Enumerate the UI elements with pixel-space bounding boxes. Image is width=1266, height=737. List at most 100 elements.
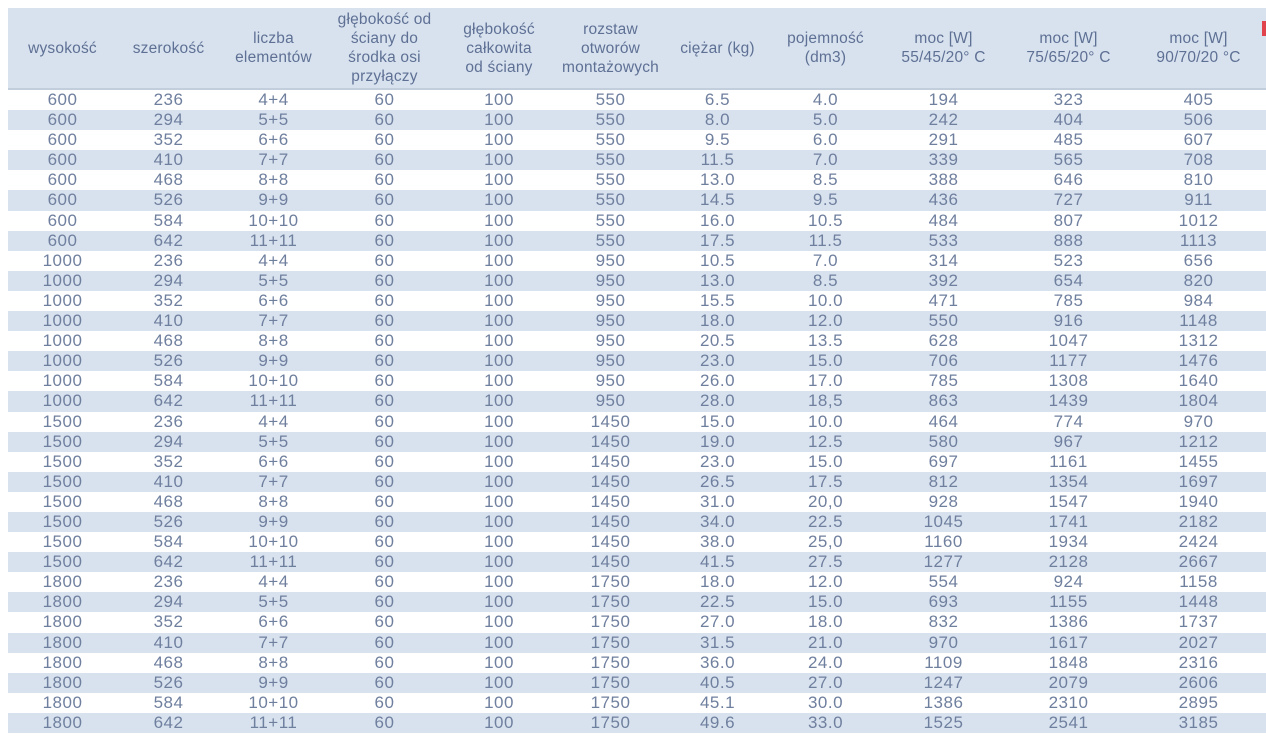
cell-moc-w-90-70-20: 1312 [1178,331,1219,351]
cell-pojemnosc-dm3: 15.0 [807,592,844,612]
table-row: 1800 236 4+4 60 100 1750 18.0 12.0 554 924 1158 [8,572,1266,592]
cell-ciezar-kg: 38.0 [699,532,736,552]
cell-szerokosc: 526 [153,351,184,371]
cell-wysokosc: 1500 [42,491,83,511]
cell-moc-w-55-45-20: 388 [928,170,959,190]
cell-moc-w-55-45-20: 242 [928,110,959,130]
cell-liczba-elementow: 9+9 [258,351,289,371]
cell-rozstaw-otworow-montazowych: 1750 [590,692,631,712]
column-header-line: szerokość [132,39,205,57]
cell-moc-w-75-65-20: 1934 [1048,532,1089,552]
cell-moc-w-90-70-20: 607 [1183,130,1214,150]
cell-glebokosc-calkowita-od-sciany: 100 [484,150,514,170]
cell-szerokosc: 584 [153,692,184,712]
table-row: 1800 584 10+10 60 100 1750 45.1 30.0 1386 2310 289… [8,693,1266,713]
cell-wysokosc: 600 [47,150,78,170]
column-header-line: moc [W] [1169,30,1228,47]
table-row: 600 642 11+11 60 100 550 17.5 11.5 533 888 1113 [8,230,1266,251]
table-row: 600 526 9+9 60 100 550 14.5 9.5 436 727 911 [8,190,1266,211]
cell-moc-w-75-65-20: 1354 [1048,471,1089,491]
cell-moc-w-75-65-20: 1161 [1049,451,1088,471]
cell-wysokosc: 1500 [42,451,83,471]
cell-pojemnosc-dm3: 7.0 [812,250,839,270]
column-header-wysokosc: wysokość [8,8,117,90]
cell-ciezar-kg: 27.0 [699,612,736,632]
column-header-szerokosc: szerokość [117,8,220,90]
table-row: 600 294 5+5 60 100 550 8.0 5.0 242 404 506 [8,110,1266,131]
cell-glebokosc-calkowita-od-sciany: 100 [484,511,514,531]
column-header-line: wysokość [28,39,97,57]
column-header-line: ściany do [350,30,419,47]
cell-liczba-elementow: 4+4 [258,90,289,109]
cell-moc-w-75-65-20: 2128 [1048,552,1089,572]
column-header-line: montażowych [562,58,659,76]
cell-pojemnosc-dm3: 5.0 [812,110,839,130]
cell-ciezar-kg: 23.0 [699,351,736,371]
column-header-line: środka osi [348,49,421,66]
cell-ciezar-kg: 36.0 [699,652,736,672]
cell-rozstaw-otworow-montazowych: 1450 [590,451,631,471]
column-header-moc-w-75-65-20: moc [W] 75/65/20° C [1006,8,1131,90]
cell-szerokosc: 642 [153,230,184,250]
cell-liczba-elementow: 5+5 [258,110,289,130]
cell-rozstaw-otworow-montazowych: 550 [595,170,626,190]
cell-liczba-elementow: 5+5 [258,270,289,290]
cell-moc-w-55-45-20: 812 [928,471,959,491]
cell-moc-w-90-70-20: 1640 [1178,371,1219,391]
cell-pojemnosc-dm3: 27.5 [807,552,844,572]
cell-liczba-elementow: 4+4 [258,250,289,270]
cell-pojemnosc-dm3: 7.0 [812,150,839,170]
cell-wysokosc: 1000 [42,250,83,270]
cell-liczba-elementow: 8+8 [258,491,289,511]
cell-rozstaw-otworow-montazowych: 950 [595,331,626,351]
cell-pojemnosc-dm3: 25,0 [807,532,844,552]
cell-moc-w-90-70-20: 2895 [1178,692,1219,712]
cell-glebokosc-od-sciany-do-srodka-osi-przylaczy: 60 [374,130,395,150]
cell-wysokosc: 1800 [42,572,83,592]
cell-moc-w-75-65-20: 323 [1053,90,1084,109]
cell-wysokosc: 1800 [42,632,83,652]
cell-moc-w-75-65-20: 1547 [1048,491,1089,511]
cell-szerokosc: 642 [153,391,184,411]
cell-wysokosc: 1000 [42,371,83,391]
table-row: 1000 526 9+9 60 100 950 23.0 15.0 706 1177 1476 [8,351,1266,372]
cell-szerokosc: 236 [153,411,184,431]
cell-liczba-elementow: 9+9 [258,672,289,692]
cell-rozstaw-otworow-montazowych: 550 [595,190,626,210]
cell-wysokosc: 1800 [42,692,83,712]
cell-moc-w-75-65-20: 2079 [1048,672,1089,692]
cell-wysokosc: 600 [47,110,78,130]
cell-glebokosc-calkowita-od-sciany: 100 [484,190,514,210]
column-header-line: od ściany [465,58,533,76]
table-row: 1000 236 4+4 60 100 950 10.5 7.0 314 523 656 [8,251,1266,271]
cell-ciezar-kg: 6.5 [704,90,731,109]
cell-moc-w-90-70-20: 1697 [1178,471,1219,491]
cell-rozstaw-otworow-montazowych: 1450 [590,532,631,552]
cell-pojemnosc-dm3: 18,5 [807,391,844,411]
table-row: 600 410 7+7 60 100 550 11.5 7.0 339 565 708 [8,150,1266,171]
cell-glebokosc-calkowita-od-sciany: 100 [484,230,514,250]
cell-moc-w-55-45-20: 706 [928,351,959,371]
cell-rozstaw-otworow-montazowych: 1450 [590,511,631,531]
cell-moc-w-90-70-20: 1455 [1178,451,1219,471]
cell-liczba-elementow: 11+11 [249,230,298,250]
cell-rozstaw-otworow-montazowych: 1750 [590,572,631,592]
cell-pojemnosc-dm3: 24.0 [807,652,844,672]
cell-moc-w-90-70-20: 708 [1183,150,1214,170]
cell-ciezar-kg: 34.0 [699,511,736,531]
cell-moc-w-75-65-20: 727 [1053,190,1084,210]
cell-wysokosc: 600 [47,90,78,109]
column-header-moc-w-55-45-20: moc [W] 55/45/20° C [881,8,1006,90]
cell-ciezar-kg: 9.5 [704,130,731,150]
cell-szerokosc: 410 [153,150,184,170]
cell-glebokosc-od-sciany-do-srodka-osi-przylaczy: 60 [374,391,395,411]
cell-wysokosc: 600 [47,230,78,250]
table-row: 1000 468 8+8 60 100 950 20.5 13.5 628 1047 1312 [8,331,1266,351]
table-row: 1500 584 10+10 60 100 1450 38.0 25,0 1160 1934 242… [8,532,1266,552]
cell-wysokosc: 1000 [42,391,83,411]
cell-glebokosc-calkowita-od-sciany: 100 [484,632,514,652]
cell-szerokosc: 294 [153,431,184,451]
cell-glebokosc-calkowita-od-sciany: 100 [484,110,514,130]
column-header-line: pojemność [787,30,864,47]
